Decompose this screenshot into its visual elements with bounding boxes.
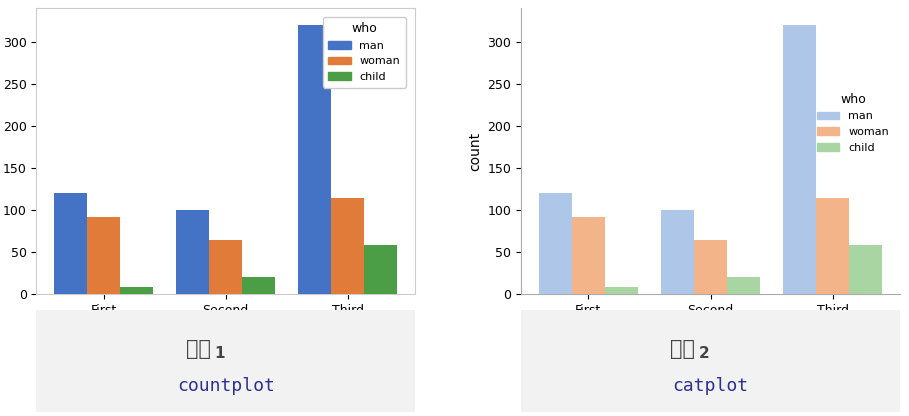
Text: countplot: countplot	[176, 377, 275, 395]
Legend: man, woman, child: man, woman, child	[812, 87, 894, 158]
Bar	[365, 245, 397, 294]
Legend: man, woman, child: man, woman, child	[323, 17, 405, 87]
Text: 코드: 코드	[670, 339, 695, 359]
Bar	[120, 287, 153, 294]
Bar	[694, 240, 727, 294]
Bar	[849, 245, 883, 294]
Bar	[661, 210, 694, 294]
Text: 2: 2	[699, 346, 710, 361]
Bar	[54, 193, 87, 294]
Text: 1: 1	[215, 346, 225, 361]
Bar	[604, 287, 638, 294]
Bar	[87, 217, 120, 294]
Bar	[242, 277, 275, 294]
Text: 코드: 코드	[185, 339, 211, 359]
Bar	[727, 277, 760, 294]
Y-axis label: count: count	[468, 132, 482, 171]
Text: catplot: catplot	[673, 377, 749, 395]
Bar	[332, 198, 365, 294]
Bar	[572, 217, 604, 294]
Bar	[209, 240, 242, 294]
Bar	[539, 193, 572, 294]
Bar	[298, 25, 332, 294]
Bar	[176, 210, 209, 294]
Bar	[816, 198, 849, 294]
Bar	[784, 25, 816, 294]
